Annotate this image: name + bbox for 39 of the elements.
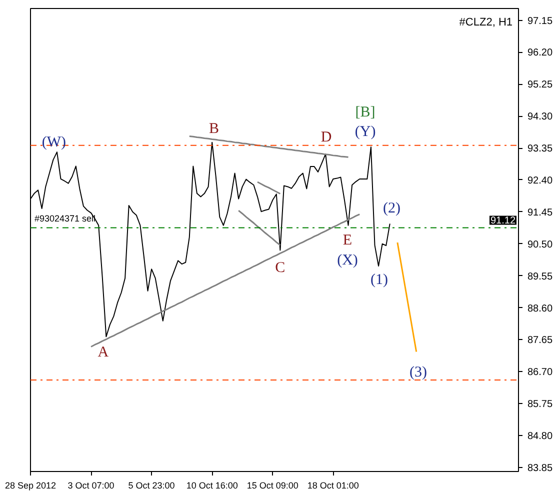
line-series — [256, 181, 281, 195]
x-tick-label: 5 Oct 23:00 — [128, 480, 175, 490]
y-tick-label: 89.55 — [528, 271, 553, 282]
x-tick-label: 15 Oct 09:00 — [246, 480, 298, 490]
annotation: A — [98, 344, 109, 360]
text: #CLZ2, H1 — [459, 16, 513, 28]
y-tick-label: 85.75 — [528, 399, 553, 410]
line-series — [238, 210, 281, 246]
ref-line-label: #93024371 sell — [34, 214, 96, 224]
y-tick-label: 96.20 — [528, 48, 553, 59]
y-tick-label: 93.35 — [528, 144, 553, 155]
y-tick-label: 92.40 — [528, 175, 553, 186]
y-tick-label: 90.50 — [528, 239, 553, 250]
annotation: D — [320, 130, 332, 146]
y-tick-label: 95.25 — [528, 80, 553, 91]
x-tick-label: 28 Sep 2012 — [4, 480, 56, 490]
annotation: C — [275, 260, 286, 276]
x-tick-label: 10 Oct 16:00 — [186, 480, 238, 490]
annotation: (2) — [383, 200, 401, 217]
annotation: [B] — [355, 104, 376, 120]
y-tick-label: 94.30 — [528, 112, 553, 123]
annotation: (W) — [42, 134, 66, 150]
line-series — [396, 242, 418, 353]
y-tick-label: 87.65 — [528, 335, 553, 346]
y-tick-label: 86.70 — [528, 367, 553, 378]
y-tick-label: 91.45 — [528, 207, 553, 218]
annotation: 91.12 — [490, 216, 516, 227]
y-tick-label: 83.85 — [528, 462, 553, 474]
annotation: (1) — [370, 272, 388, 288]
annotation: (Y) — [354, 124, 376, 140]
annotation: B — [208, 121, 219, 138]
annotation: E — [342, 232, 352, 249]
y-tick-label: 97.15 — [528, 16, 553, 27]
y-tick-label: 84.80 — [528, 431, 553, 442]
y-tick-label: 88.60 — [528, 303, 553, 314]
x-tick-label: 18 Oct 01:00 — [307, 480, 359, 490]
x-tick-label: 3 Oct 07:00 — [68, 480, 114, 490]
annotation: (3) — [410, 364, 428, 380]
annotation: (X) — [337, 252, 358, 268]
